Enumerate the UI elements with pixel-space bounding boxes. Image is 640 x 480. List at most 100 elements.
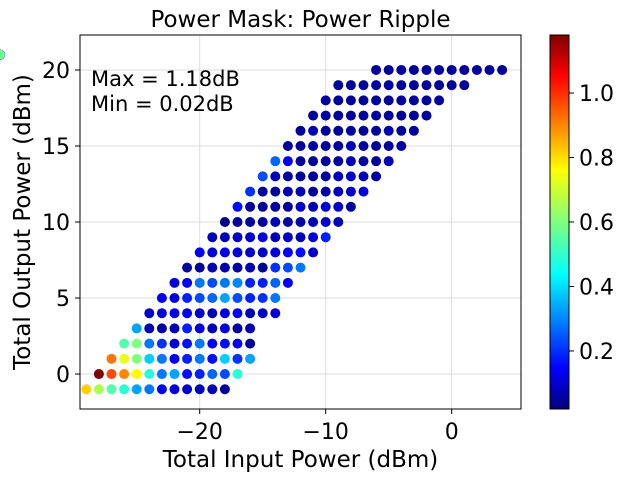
data-point <box>358 110 369 121</box>
data-point <box>106 384 117 395</box>
data-point <box>333 95 344 106</box>
data-point <box>270 217 281 227</box>
data-point <box>119 369 130 380</box>
data-point <box>0 49 5 60</box>
data-point <box>333 125 344 136</box>
data-point <box>408 95 419 106</box>
data-point <box>232 277 243 288</box>
data-point <box>396 95 407 106</box>
data-point <box>383 80 394 91</box>
data-point <box>358 171 369 182</box>
data-point <box>257 308 268 319</box>
y-axis-label: Total Output Power (dBm) <box>10 74 36 371</box>
data-point <box>282 217 293 227</box>
data-point <box>308 201 319 212</box>
data-point <box>156 308 167 319</box>
data-point <box>194 308 205 319</box>
data-point <box>345 110 356 121</box>
y-tick-label: 5 <box>56 287 70 312</box>
data-point <box>219 262 230 273</box>
data-point <box>194 323 205 334</box>
data-point <box>257 247 268 258</box>
data-point <box>257 186 268 197</box>
data-point <box>207 308 218 319</box>
data-point <box>345 125 356 136</box>
data-point <box>295 262 306 273</box>
data-point <box>232 308 243 319</box>
data-point <box>207 247 218 258</box>
data-point <box>308 156 319 167</box>
data-point <box>383 110 394 121</box>
data-point <box>459 80 470 91</box>
data-point <box>169 293 180 304</box>
data-point <box>194 247 205 258</box>
data-point <box>144 384 155 395</box>
data-point <box>232 201 243 212</box>
data-point <box>383 125 394 136</box>
x-tick-label: −20 <box>176 420 222 445</box>
data-point <box>358 125 369 136</box>
data-point <box>219 323 230 334</box>
data-point <box>207 232 218 243</box>
data-point <box>219 217 230 227</box>
data-point <box>446 64 457 75</box>
data-point <box>308 232 319 243</box>
y-tick-label: 10 <box>42 211 70 236</box>
data-point <box>282 140 293 151</box>
data-point <box>219 293 230 304</box>
data-point <box>169 308 180 319</box>
data-point <box>295 201 306 212</box>
data-point <box>169 369 180 380</box>
data-point <box>421 80 432 91</box>
data-point <box>421 95 432 106</box>
data-points <box>0 49 508 395</box>
data-point <box>345 95 356 106</box>
data-point <box>144 369 155 380</box>
data-point <box>93 384 104 395</box>
data-point <box>471 64 482 75</box>
colorbar-tick-label: 0.4 <box>579 275 614 300</box>
data-point <box>308 217 319 227</box>
data-point <box>333 186 344 197</box>
data-point <box>245 247 256 258</box>
data-point <box>93 369 104 380</box>
data-point <box>245 186 256 197</box>
data-point <box>320 140 331 151</box>
data-point <box>320 217 331 227</box>
x-axis-label: Total Input Power (dBm) <box>162 447 438 473</box>
colorbar-tick-label: 1.0 <box>579 82 614 107</box>
data-point <box>282 247 293 258</box>
data-point <box>194 369 205 380</box>
data-point <box>282 262 293 273</box>
data-point <box>408 80 419 91</box>
data-point <box>282 277 293 288</box>
data-point <box>169 353 180 364</box>
data-point <box>270 232 281 243</box>
data-point <box>333 110 344 121</box>
data-point <box>232 262 243 273</box>
data-point <box>345 80 356 91</box>
data-point <box>194 338 205 349</box>
data-point <box>333 171 344 182</box>
data-point <box>396 140 407 151</box>
data-point <box>182 369 193 380</box>
data-point <box>396 125 407 136</box>
data-point <box>308 125 319 136</box>
data-point <box>270 293 281 304</box>
data-point <box>169 277 180 288</box>
data-point <box>257 232 268 243</box>
data-point <box>270 262 281 273</box>
data-point <box>156 369 167 380</box>
data-point <box>219 369 230 380</box>
data-point <box>182 277 193 288</box>
data-point <box>358 156 369 167</box>
data-point <box>270 247 281 258</box>
data-point <box>182 308 193 319</box>
data-point <box>194 353 205 364</box>
data-point <box>182 293 193 304</box>
data-point <box>295 232 306 243</box>
data-point <box>219 232 230 243</box>
data-point <box>270 308 281 319</box>
data-point <box>207 262 218 273</box>
data-point <box>320 232 331 243</box>
